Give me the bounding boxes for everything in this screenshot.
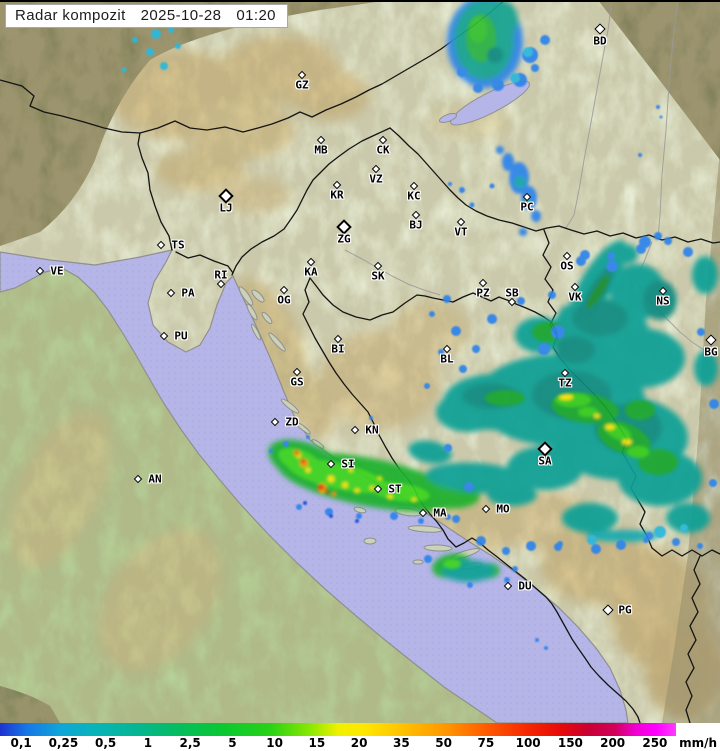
title-bar: Radar kompozit 2025-10-28 01:20 [5,4,288,28]
city-diamond-icon [156,240,166,250]
legend-tick-label: 0,1 [10,736,32,750]
city-diamond-icon [418,508,428,518]
city-label: LJ [219,201,233,215]
city-label: PZ [476,286,490,300]
city-label: GS [290,375,304,389]
city-label: BL [440,352,454,366]
city-label: KA [304,265,318,279]
legend-tick-label: 0,5 [94,736,117,750]
lake-balaton [438,80,530,126]
city-label: BI [331,342,345,356]
legend-gradient-bar [0,723,676,736]
city-label: MA [433,506,447,520]
city-label: TS [171,238,185,252]
city-label: MO [496,502,510,516]
legend-tick-label: 0,25 [48,736,79,750]
city-label: MB [314,143,328,157]
city-label: PG [618,603,632,617]
city-label: SI [341,457,355,471]
city-label: ZG [337,232,351,246]
map-canvas [0,0,720,723]
legend-tick-label: 10 [266,736,283,750]
city-label: RI [214,268,228,282]
city-label: CK [376,143,390,157]
city-label: SK [371,269,385,283]
city-label: PA [181,286,195,300]
legend-tick-label: 2,5 [179,736,201,750]
legend-tick-label: 200 [600,736,626,750]
city-diamond-icon [373,484,383,494]
city-label: NS [656,294,670,308]
product-name: Radar kompozit [15,7,126,24]
legend-tick-label: 75 [477,736,495,750]
city-label: BJ [409,218,423,232]
city-label: TZ [558,376,572,390]
city-label: OS [560,259,574,273]
city-label: KN [365,423,379,437]
city-label: VK [568,290,582,304]
city-diamond-icon [35,266,45,276]
city-label: GZ [295,78,309,92]
legend-tick-label: 150 [557,736,583,750]
city-label: PU [174,329,188,343]
city-label: KR [330,188,344,202]
legend-scale-labels: 0,1 0,25 0,5 1 2,5 5 10 15 20 35 50 75 100 150 200 250 [0,736,676,751]
city-label: ST [388,482,402,496]
city-diamond-icon [503,581,513,591]
city-label: VE [50,264,64,278]
city-label: SA [538,454,552,468]
city-markers-layer: GZ BD MB CK VZ KR KC LJ PC BJ VT ZG TS OS VE KA RI SK PZ SB… [35,23,718,617]
city-label: PC [520,200,534,214]
city-diamond-icon [602,604,614,616]
city-diamond-icon [481,504,491,514]
legend-tick-label: 20 [350,736,368,750]
city-diamond-icon [270,417,280,427]
legend: 0,1 0,25 0,5 1 2,5 5 10 15 20 35 50 75 100 150 200 250 … [0,723,720,751]
city-label: ZD [285,415,299,429]
city-diamond-icon [326,459,336,469]
city-label: AN [148,472,162,486]
legend-tick-label: 15 [308,736,326,750]
city-label: VT [454,225,468,239]
legend-unit: mm/h [679,736,717,750]
radar-precipitation-layer [121,0,719,650]
map-top-border [0,0,720,2]
city-label: BD [593,34,607,48]
city-diamond-icon [705,334,717,346]
city-diamond-icon [594,23,606,35]
legend-tick-label: 1 [143,736,153,750]
city-label: VZ [369,172,383,186]
city-diamond-icon [133,474,143,484]
city-label: SB [505,286,519,300]
city-diamond-icon [350,425,360,435]
city-label: DU [518,579,532,593]
legend-tick-label: 35 [393,736,410,750]
legend-tick-label: 50 [435,736,452,750]
observation-time: 01:20 [236,7,276,24]
legend-tick-label: 5 [228,736,237,750]
city-label: OG [277,293,291,307]
city-label: BG [704,345,718,359]
observation-date: 2025-10-28 [140,7,222,24]
city-diamond-icon [166,288,176,298]
legend-tick-label: 250 [642,736,668,750]
legend-tick-label: 100 [515,736,541,750]
city-label: KC [407,189,421,203]
city-diamond-icon [159,331,169,341]
